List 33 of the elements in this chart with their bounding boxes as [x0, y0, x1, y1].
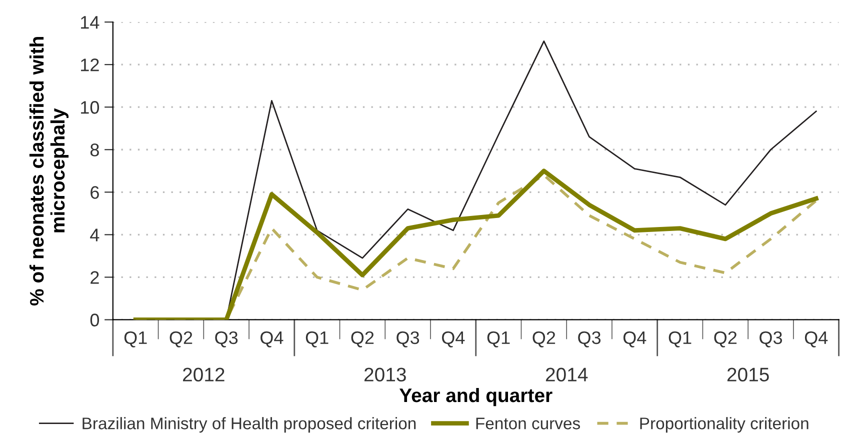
y-tick-label: 4: [90, 228, 100, 242]
y-tick-label: 2: [90, 271, 99, 284]
y-tick-label: 8: [90, 144, 99, 156]
legend-label: Proportionality criterion: [640, 417, 808, 433]
text: 2014: [546, 368, 588, 382]
y-tick-label: 0: [90, 314, 100, 326]
x-tick-label: Q1: [124, 331, 147, 348]
legend-label: Fenton curves: [476, 418, 580, 430]
y-tick-label: 12: [81, 58, 99, 72]
y-tick-label: 6: [90, 186, 99, 199]
x-tick-label: Q1: [668, 331, 692, 348]
x-tick-label: Q4: [260, 331, 284, 348]
x-tick-label: Q3: [578, 331, 601, 348]
legend-label: Brazilian Ministry of Health proposed criterion: [82, 417, 416, 433]
text: 2013: [364, 368, 406, 382]
text: 2015: [727, 368, 769, 382]
x-tick-label: Q2: [170, 331, 192, 348]
x-tick-label: Q3: [215, 331, 238, 348]
x-tick-label: Q4: [442, 331, 465, 348]
y-tick-label: 10: [81, 101, 100, 114]
y-tick-label: 14: [81, 16, 100, 29]
x-tick-label: Q3: [760, 331, 782, 348]
x-axis-title: Year and quarter: [399, 388, 552, 406]
x-tick-label: Q2: [351, 331, 374, 348]
text: 2012: [183, 368, 224, 382]
y-axis-title: % of neonates classified with microcephaly: [29, 37, 69, 306]
x-tick-label: Q2: [532, 331, 556, 348]
x-tick-label: Q2: [714, 331, 737, 348]
x-tick-label: Q4: [623, 331, 646, 348]
x-tick-label: Q3: [396, 331, 420, 348]
x-tick-label: Q4: [804, 331, 828, 348]
x-tick-label: Q1: [306, 331, 328, 348]
x-tick-label: Q1: [487, 331, 510, 348]
